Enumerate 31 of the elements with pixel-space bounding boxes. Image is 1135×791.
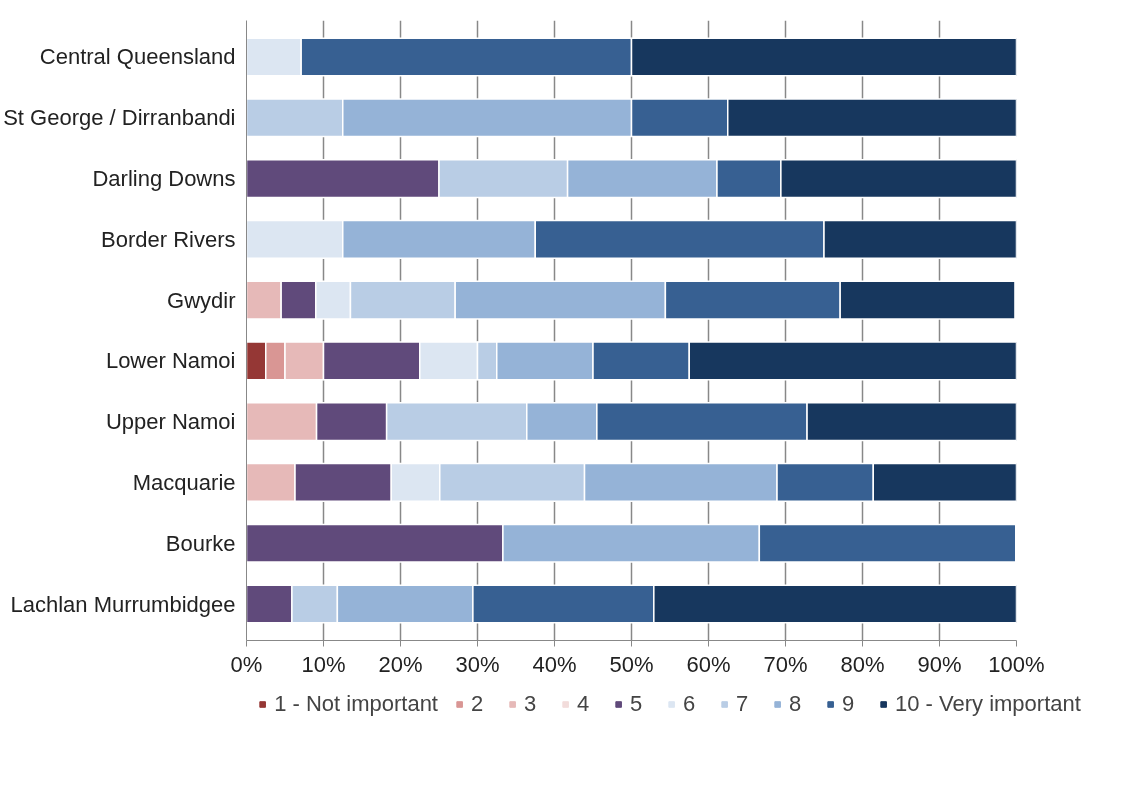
- x-tick-label: 0%: [230, 651, 263, 677]
- y-tick-label: Darling Downs: [92, 166, 236, 192]
- x-tick-label: 100%: [988, 651, 1045, 677]
- legend-label: 1 - Not important: [274, 691, 438, 717]
- x-tick-label: 90%: [917, 651, 962, 677]
- legend-label: 4: [576, 691, 591, 717]
- x-tick-label: 40%: [532, 651, 577, 677]
- legend-label: 3: [523, 691, 538, 717]
- y-tick-label: St George / Dirranbandi: [3, 105, 236, 131]
- x-tick-label: 10%: [301, 651, 346, 677]
- legend-label: 7: [735, 691, 750, 717]
- x-tick-label: 30%: [455, 651, 500, 677]
- legend-label: 5: [629, 691, 644, 717]
- legend-label: 9: [841, 691, 856, 717]
- x-tick-label: 60%: [686, 651, 731, 677]
- legend-label: 10 - Very important: [894, 691, 1081, 717]
- y-tick-label: Border Rivers: [101, 226, 236, 252]
- y-tick-label: Lower Namoi: [105, 348, 236, 374]
- x-tick-label: 50%: [609, 651, 654, 677]
- x-tick-label: 80%: [840, 651, 885, 677]
- y-tick-label: Macquarie: [132, 469, 236, 495]
- x-tick-label: 70%: [763, 651, 808, 677]
- legend-label: 6: [682, 691, 697, 717]
- y-tick-label: Central Queensland: [39, 44, 236, 70]
- x-tick-label: 20%: [378, 651, 423, 677]
- legend-label: 2: [470, 691, 485, 717]
- legend-label: 8: [788, 691, 803, 717]
- y-tick-label: Upper Namoi: [105, 409, 236, 435]
- y-tick-label: Lachlan Murrumbidgee: [10, 591, 236, 617]
- y-tick-label: Bourke: [165, 530, 236, 556]
- y-tick-label: Gwydir: [167, 287, 236, 313]
